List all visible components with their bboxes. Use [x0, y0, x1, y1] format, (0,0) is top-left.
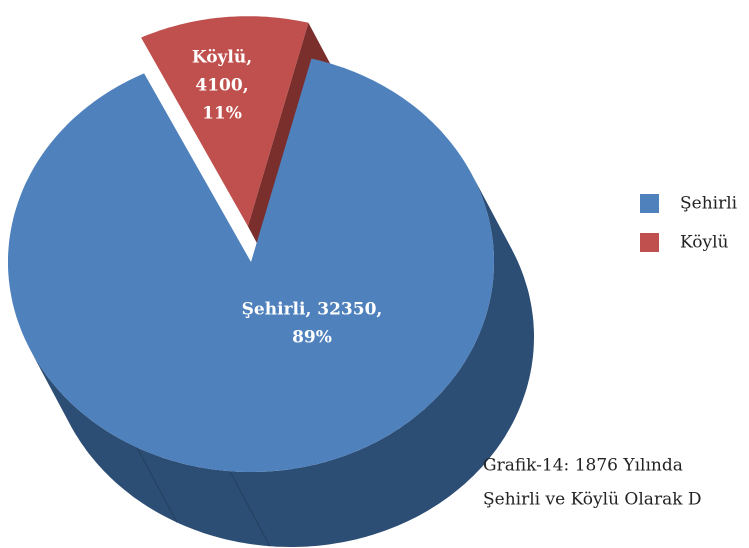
slice [141, 16, 309, 227]
caption: Şehirli ve Köylü Olarak D [483, 490, 702, 510]
legend-swatch [640, 194, 659, 213]
data-label: 11% [202, 104, 242, 124]
slice [8, 58, 494, 472]
wall-edge [229, 470, 271, 547]
legend-swatch [640, 233, 659, 252]
data-label: 89% [292, 328, 332, 348]
legend-label: Şehirli [680, 194, 738, 214]
wall-edge [136, 447, 178, 523]
data-label: Şehirli, 32350, [242, 300, 383, 320]
legend-label: Köylü [680, 233, 729, 253]
data-label: Köylü, [192, 48, 252, 68]
caption: Grafik-14: 1876 Yılında [483, 456, 683, 476]
data-label: 4100, [195, 76, 248, 96]
slice-side [30, 174, 534, 547]
